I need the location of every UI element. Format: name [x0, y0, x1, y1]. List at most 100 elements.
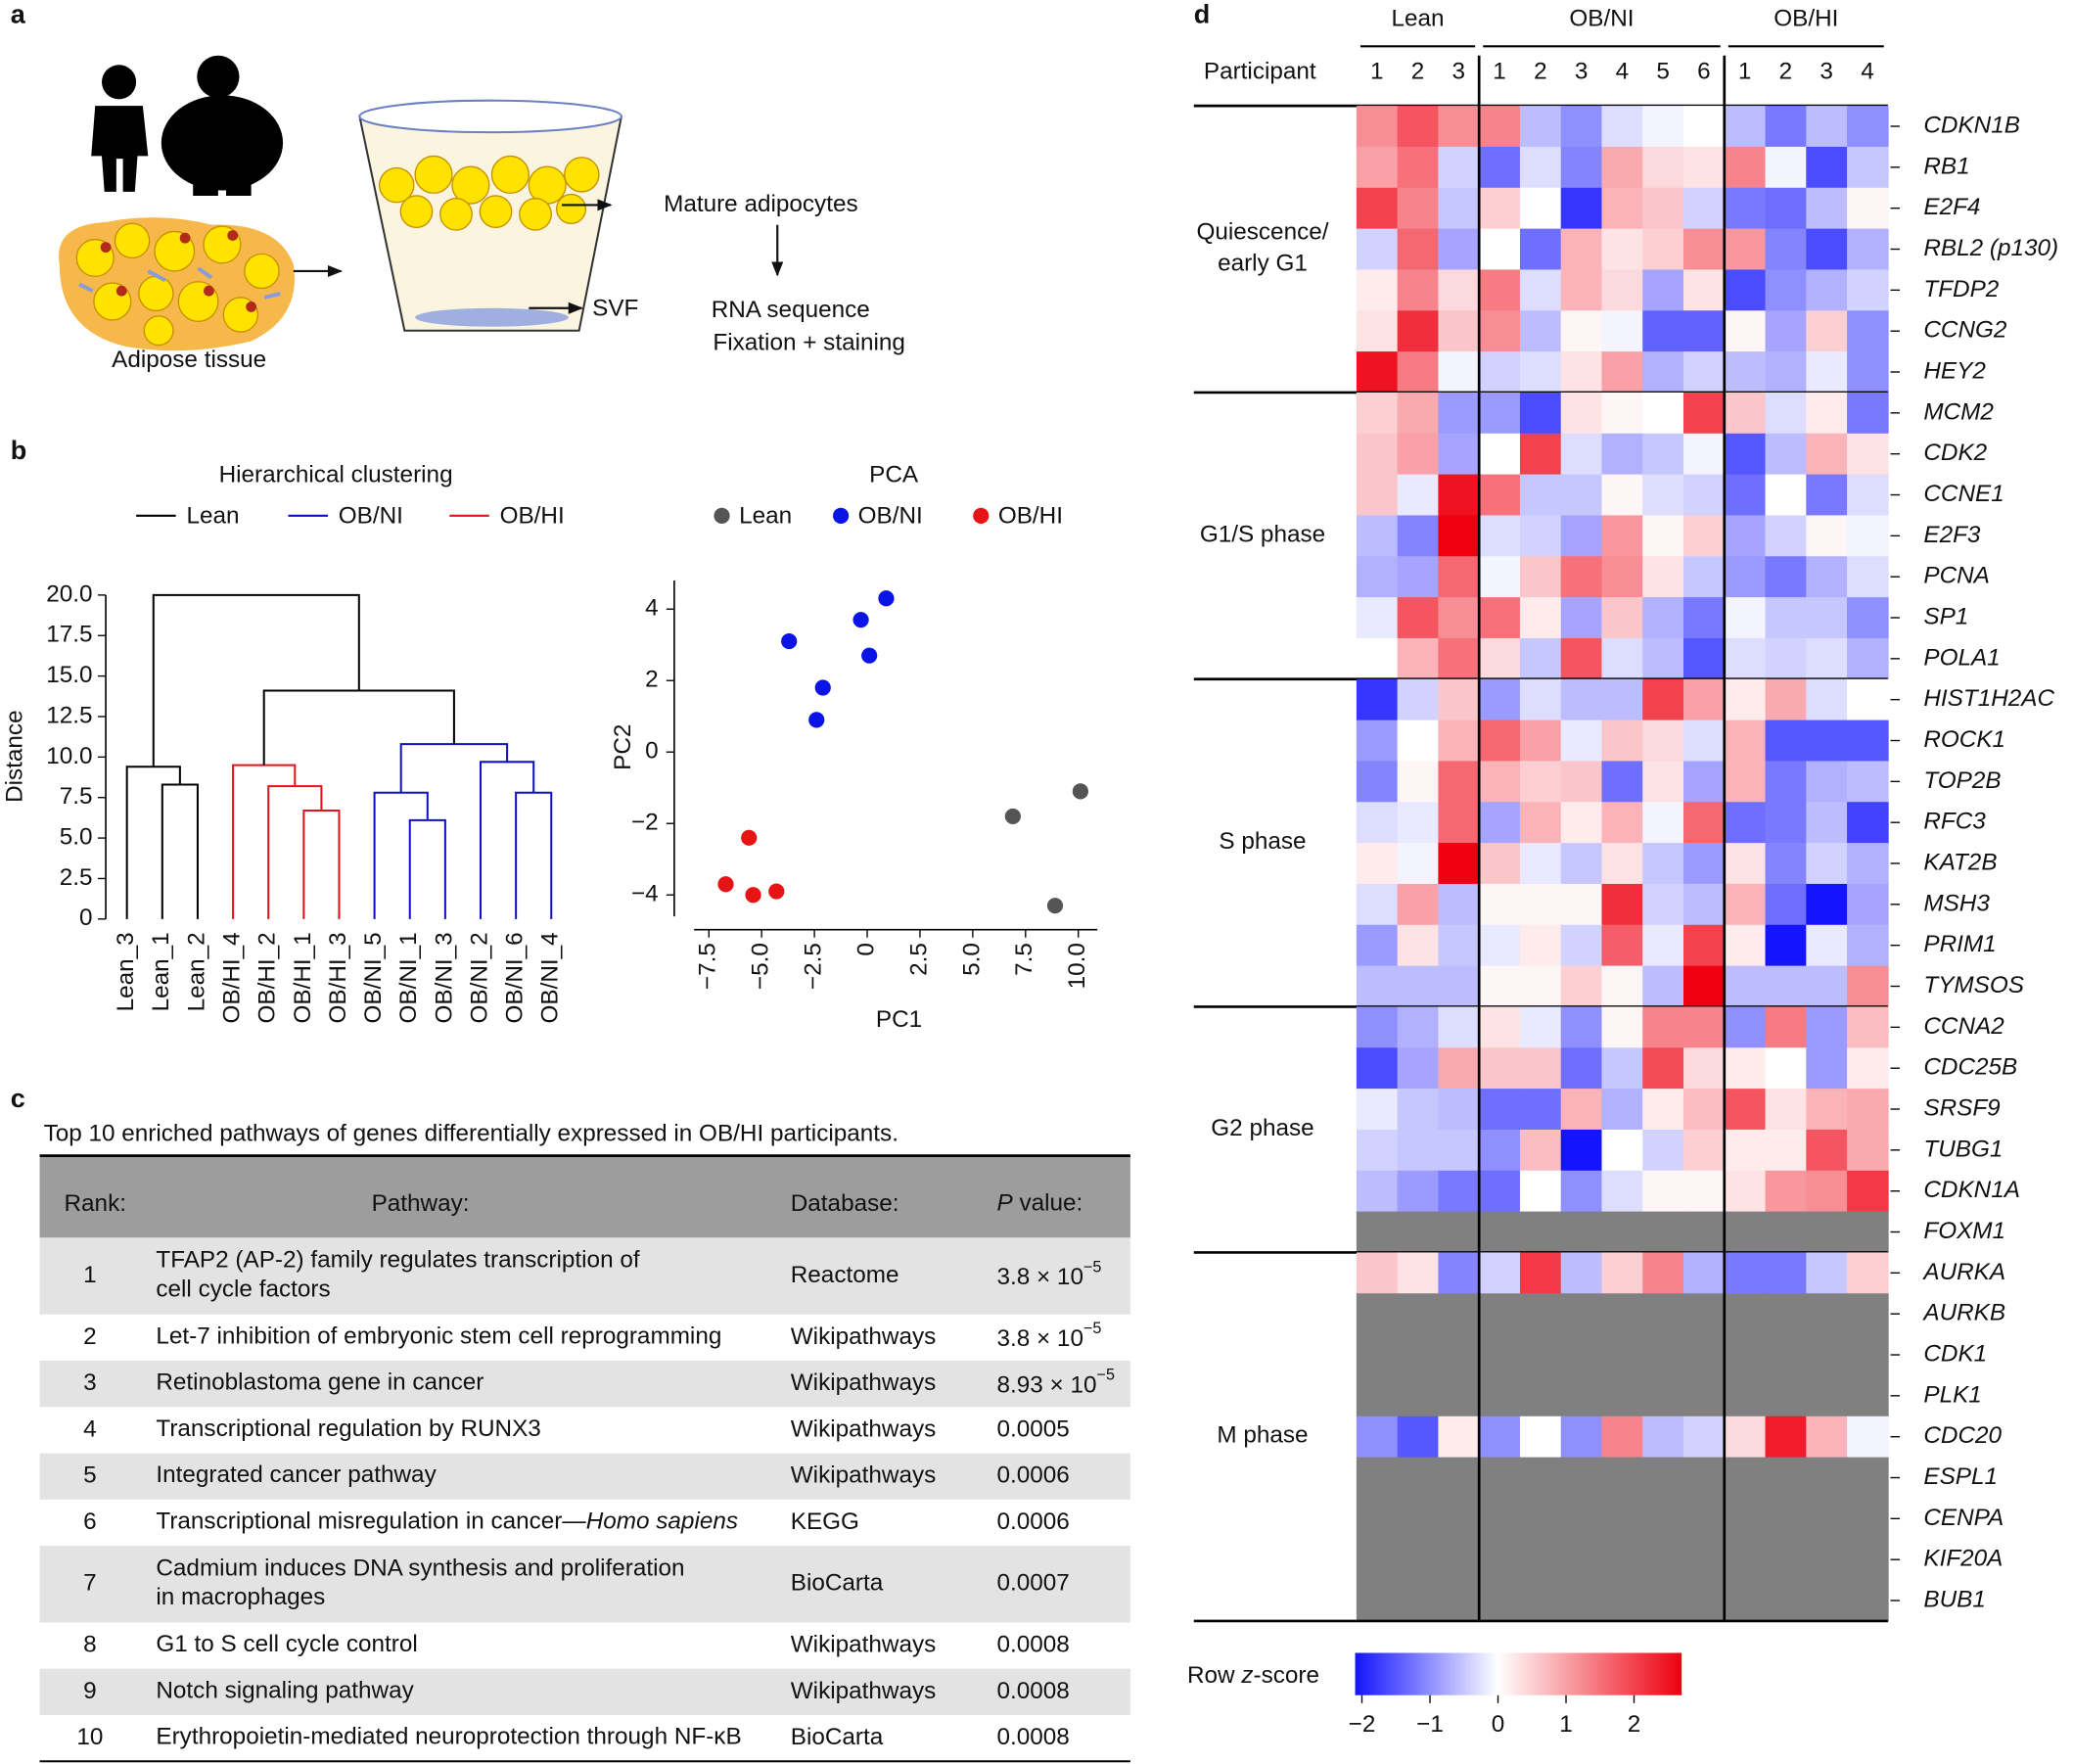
heatmap-cell — [1683, 1539, 1726, 1581]
panel-label: c — [11, 1084, 25, 1113]
heatmap-cell — [1438, 1334, 1480, 1376]
dendrogram-link — [373, 791, 429, 919]
gene-label: BUB1 — [1923, 1586, 1985, 1612]
gene-label: KIF20A — [1923, 1546, 2003, 1572]
participant-label: 2 — [1534, 59, 1547, 85]
heatmap-cell — [1519, 474, 1562, 517]
obese-legs — [193, 171, 252, 196]
heatmap-cell — [1356, 515, 1399, 558]
cell — [143, 315, 174, 347]
dendrogram-link — [515, 791, 553, 919]
heatmap-cell — [1397, 433, 1440, 476]
heatmap-cell — [1519, 556, 1562, 598]
heatmap-cell — [1519, 802, 1562, 844]
heatmap-cell — [1847, 556, 1889, 598]
panel-label: d — [1194, 0, 1211, 28]
p-exponent: −5 — [1083, 1321, 1101, 1338]
heatmap-cell — [1438, 1374, 1480, 1417]
heatmap-cell — [1642, 597, 1684, 639]
heatmap-cell — [1765, 597, 1808, 639]
heatmap-cell — [1724, 1170, 1767, 1213]
p-italic: P — [996, 1190, 1013, 1217]
heatmap-cell — [1642, 1416, 1684, 1459]
heatmap-cell — [1642, 556, 1684, 598]
gene-label: PLK1 — [1923, 1381, 1981, 1408]
p-value-cell: 0.0007 — [996, 1570, 1069, 1597]
table-row-bg — [39, 1237, 1130, 1315]
heatmap-cell — [1847, 228, 1889, 271]
rank-cell: 7 — [83, 1570, 97, 1597]
participant-label: 3 — [1820, 59, 1833, 85]
participant-label: 1 — [1370, 59, 1384, 85]
participant-label: 5 — [1656, 59, 1670, 85]
y-tick-label: 20.0 — [46, 580, 92, 607]
heatmap-cell — [1397, 310, 1440, 352]
p-value-cell: 0.0008 — [996, 1678, 1069, 1704]
nucleus — [204, 285, 214, 297]
heatmap-cell — [1560, 1580, 1603, 1622]
rank-cell: 10 — [76, 1724, 103, 1750]
heatmap-cell — [1765, 802, 1808, 844]
heatmap-cell — [1601, 1374, 1644, 1417]
heatmap-cell — [1519, 310, 1562, 352]
heatmap-cell — [1438, 843, 1480, 885]
heatmap-cell — [1642, 1170, 1684, 1213]
point — [745, 887, 761, 904]
heatmap-cell — [1847, 597, 1889, 639]
database-cell: Wikipathways — [791, 1678, 937, 1704]
heatmap-cell — [1479, 883, 1521, 926]
leaf-label: OB/NI_5 — [360, 932, 387, 1023]
heatmap-cell — [1806, 146, 1848, 189]
heatmap-cell — [1642, 351, 1684, 394]
heatmap-cell — [1765, 310, 1808, 352]
heatmap-cell — [1765, 1170, 1808, 1213]
heatmap-cell — [1356, 1457, 1399, 1500]
heatmap-cell — [1356, 433, 1399, 476]
heatmap-cell — [1479, 1047, 1521, 1090]
cell — [399, 195, 434, 229]
heatmap-cell — [1724, 678, 1767, 721]
table-header-bg — [39, 1155, 1130, 1238]
heatmap-cell — [1642, 310, 1684, 352]
heatmap-cell — [1847, 1293, 1889, 1335]
heatmap-cell — [1397, 187, 1440, 230]
heatmap-cell — [1560, 187, 1603, 230]
heatmap-cell — [1601, 351, 1644, 394]
heatmap-cell — [1356, 1006, 1399, 1049]
heatmap-cell — [1397, 1580, 1440, 1622]
gene-label: E2F3 — [1923, 522, 1981, 548]
heatmap-cell — [1683, 1416, 1726, 1459]
heatmap-cell — [1847, 392, 1889, 435]
heatmap-cell — [1683, 597, 1726, 639]
gene-label: AURKA — [1921, 1259, 2005, 1285]
heatmap-cell — [1765, 1580, 1808, 1622]
heatmap-cell — [1724, 187, 1767, 230]
heatmap-cell — [1479, 965, 1521, 1008]
head — [102, 65, 137, 100]
heatmap-cell — [1847, 678, 1889, 721]
leaf-label: OB/HI_4 — [218, 932, 245, 1023]
heatmap-cell — [1724, 597, 1767, 639]
heatmap-cell — [1642, 1089, 1684, 1131]
heatmap-cell — [1397, 1170, 1440, 1213]
heatmap-cell — [1806, 1457, 1848, 1500]
heatmap-cell — [1601, 843, 1644, 885]
colorbar-tick-label: 0 — [1492, 1711, 1505, 1738]
heatmap-cell — [1397, 474, 1440, 517]
heatmap-cell — [1847, 1457, 1889, 1500]
heatmap-cell — [1724, 1211, 1767, 1254]
heatmap-cell — [1356, 269, 1399, 312]
colorbar-label-text: Row — [1187, 1662, 1235, 1689]
heatmap-cell — [1601, 106, 1644, 148]
x-tick-label: 5.0 — [958, 943, 985, 976]
heatmap-cell — [1601, 1457, 1644, 1500]
pathway-cell: Transcriptional misregulation in cancer—… — [156, 1509, 738, 1535]
heatmap-cell — [1601, 269, 1644, 312]
participant-label: 2 — [1411, 59, 1425, 85]
heatmap-cell — [1438, 474, 1480, 517]
heatmap-cell — [1601, 1539, 1644, 1581]
heatmap-cell — [1479, 1293, 1521, 1335]
heatmap-cell — [1642, 106, 1684, 148]
pathway-cell: Transcriptional regulation by RUNX3 — [156, 1416, 540, 1442]
p-exponent: −5 — [1096, 1367, 1114, 1384]
